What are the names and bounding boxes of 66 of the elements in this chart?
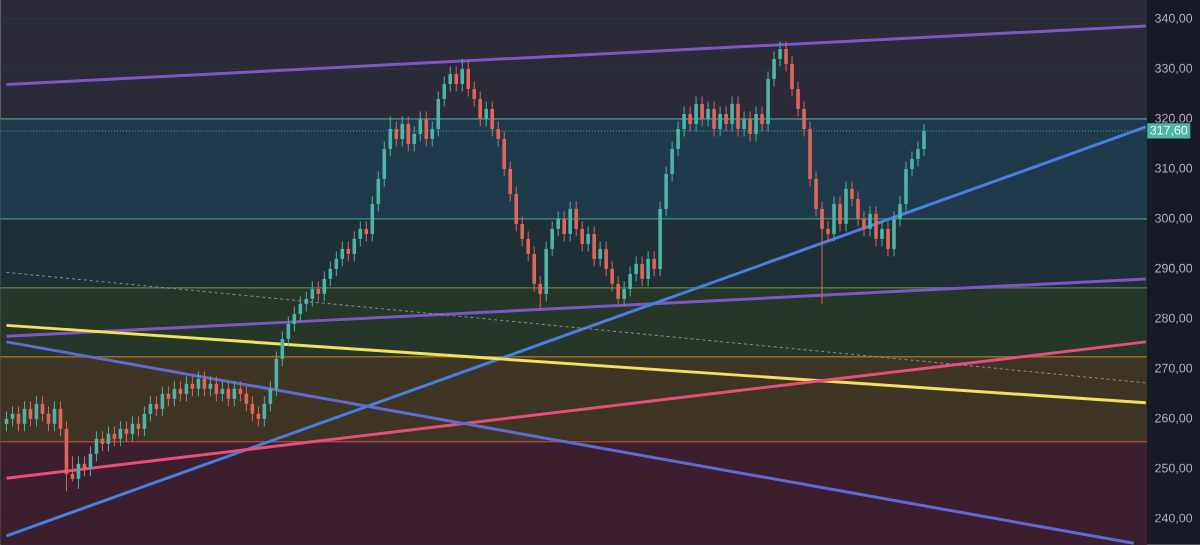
candlestick xyxy=(688,106,692,133)
y-tick-label: 280,00 xyxy=(1155,313,1193,325)
candlestick xyxy=(802,101,806,138)
candlestick xyxy=(778,41,782,68)
candlestick xyxy=(862,211,866,238)
candlestick xyxy=(610,261,614,292)
candlestick xyxy=(628,266,632,297)
candlestick xyxy=(856,191,860,228)
candlestick xyxy=(598,241,602,267)
candlestick xyxy=(820,201,824,305)
candlestick xyxy=(442,76,447,108)
candlestick xyxy=(472,81,477,108)
candlestick xyxy=(580,221,584,252)
candlestick xyxy=(712,101,716,138)
candlestick xyxy=(634,256,638,282)
y-tick-label: 300,00 xyxy=(1155,213,1193,225)
candlestick xyxy=(394,121,399,148)
candlestick xyxy=(796,81,800,118)
candlestick xyxy=(448,66,453,93)
ref-line-label: 317,60 xyxy=(1150,125,1188,137)
candlestick xyxy=(490,101,495,138)
candlestick xyxy=(772,51,776,88)
y-tick-label: 250,00 xyxy=(1155,463,1193,475)
candlestick xyxy=(700,96,704,128)
y-tick-label: 340,00 xyxy=(1155,13,1193,25)
candlestick xyxy=(850,181,854,208)
y-tick-label: 310,00 xyxy=(1155,163,1193,175)
candlestick xyxy=(724,106,728,133)
candlestick xyxy=(604,241,608,277)
candlestick xyxy=(748,111,752,143)
candlestick xyxy=(784,41,788,73)
y-tick-label: 330,00 xyxy=(1155,63,1193,75)
candlestick xyxy=(652,251,656,277)
candlestick xyxy=(526,231,530,262)
y-tick-label: 290,00 xyxy=(1155,263,1193,275)
candlestick xyxy=(754,106,758,143)
y-tick-label: 270,00 xyxy=(1155,363,1193,375)
candlestick xyxy=(520,216,524,248)
candlestick xyxy=(586,226,590,252)
candlestick xyxy=(562,211,566,243)
candlestick xyxy=(406,116,411,153)
candlestick xyxy=(460,58,465,93)
candlestick xyxy=(622,280,626,307)
candlestick xyxy=(616,275,620,305)
candlestick xyxy=(640,256,644,287)
candlestick xyxy=(424,111,429,148)
candlestick xyxy=(676,121,680,158)
candlestick xyxy=(454,66,459,93)
candlestick xyxy=(838,196,842,233)
candlestick xyxy=(466,61,471,98)
candlestick xyxy=(478,91,483,128)
candlestick xyxy=(826,221,830,243)
y-tick-label: 240,00 xyxy=(1155,513,1193,525)
candlestick xyxy=(484,101,489,128)
candlestick xyxy=(538,275,542,310)
candlestick xyxy=(496,121,501,148)
y-tick-label: 260,00 xyxy=(1155,413,1193,425)
candlestick xyxy=(916,141,920,168)
candlestick xyxy=(886,221,890,257)
candlestick xyxy=(760,106,764,133)
candlestick xyxy=(574,201,578,238)
candlestick xyxy=(910,151,914,178)
candlestick xyxy=(364,221,369,243)
candlestick xyxy=(706,101,710,128)
candlestick xyxy=(646,251,650,287)
y-tick-label: 320,00 xyxy=(1155,113,1193,125)
